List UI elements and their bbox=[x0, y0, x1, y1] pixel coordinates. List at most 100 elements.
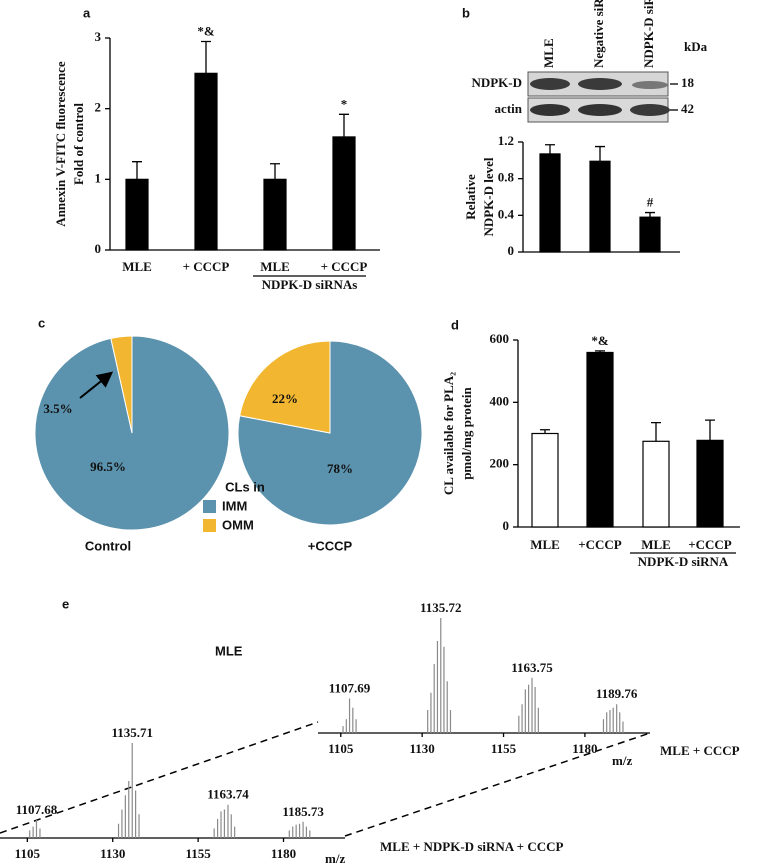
x-tick-label: +CCCP bbox=[688, 537, 732, 552]
significance: * bbox=[341, 96, 348, 111]
x-axis-label: m/z bbox=[612, 753, 632, 768]
x-tick-label: MLE bbox=[530, 537, 560, 552]
x-tick-label: 1180 bbox=[271, 846, 296, 861]
bar bbox=[194, 72, 218, 251]
y-axis-label: Fold of control bbox=[71, 103, 86, 185]
y-tick-label: 0 bbox=[95, 241, 102, 256]
significance: *& bbox=[591, 333, 609, 348]
error-bar bbox=[201, 40, 211, 74]
bar bbox=[332, 136, 356, 251]
error-bar bbox=[270, 163, 280, 180]
western-blot bbox=[527, 71, 670, 123]
x-tick-label: MLE bbox=[122, 259, 152, 274]
y-tick-label: 0.8 bbox=[498, 170, 515, 185]
error-bar bbox=[132, 161, 142, 180]
peak-label: 1107.69 bbox=[329, 680, 371, 695]
arrow bbox=[79, 371, 114, 399]
error-bar bbox=[645, 211, 655, 218]
pie-slice bbox=[237, 340, 423, 526]
y-axis-label: Annexin V-FITC fluorescence bbox=[53, 61, 68, 227]
panel-letter: e bbox=[62, 596, 69, 611]
blot-row-label: actin bbox=[495, 101, 523, 116]
x-tick-label: 1130 bbox=[100, 846, 125, 861]
error-bar bbox=[705, 419, 715, 441]
band bbox=[578, 78, 622, 90]
x-tick-label: 1105 bbox=[328, 741, 354, 756]
legend-label: OMM bbox=[222, 517, 254, 532]
legend-swatch bbox=[203, 519, 216, 532]
y-tick-label: 600 bbox=[490, 331, 510, 346]
x-axis-label: m/z bbox=[325, 851, 345, 866]
peak-label: 1135.72 bbox=[420, 600, 462, 615]
x-tick-label: MLE bbox=[260, 259, 290, 274]
panel-letter: c bbox=[38, 315, 45, 330]
x-tick-label: 1155 bbox=[491, 741, 517, 756]
panel-letter: d bbox=[451, 317, 459, 332]
connector bbox=[344, 732, 651, 837]
blot-row-label: NDPK-D bbox=[471, 75, 522, 90]
slice-label: 96.5% bbox=[90, 459, 126, 474]
x-tick-label: MLE bbox=[641, 537, 671, 552]
x-tick-label: 1105 bbox=[15, 846, 41, 861]
error-bar bbox=[339, 113, 349, 137]
y-tick-label: 0.4 bbox=[498, 206, 515, 221]
series-name: MLE + CCCP bbox=[660, 743, 740, 758]
group-label: NDPK-D siRNA bbox=[638, 554, 729, 569]
bar bbox=[589, 160, 611, 253]
band bbox=[632, 81, 668, 89]
error-bar bbox=[545, 144, 555, 154]
y-axis-label: Relative bbox=[463, 174, 478, 220]
x-tick-label: + CCCP bbox=[183, 259, 230, 274]
blot-kda: 18 bbox=[681, 75, 695, 90]
slice-label: 3.5% bbox=[43, 401, 72, 416]
band bbox=[578, 104, 622, 116]
error-bar bbox=[595, 145, 605, 162]
y-tick-label: 1.2 bbox=[498, 133, 514, 148]
significance: *& bbox=[197, 24, 215, 39]
error-bar bbox=[595, 350, 605, 353]
bar bbox=[531, 432, 559, 528]
x-tick-label: 1180 bbox=[572, 741, 597, 756]
x-tick-label: + CCCP bbox=[321, 259, 368, 274]
annotation: MLE bbox=[215, 643, 243, 658]
slice-label: 78% bbox=[327, 461, 353, 476]
band bbox=[630, 104, 670, 116]
peak-label: 1163.74 bbox=[207, 787, 249, 802]
bar bbox=[642, 440, 670, 528]
y-axis-label: pmol/mg protein bbox=[459, 386, 474, 479]
blot-unit: kDa bbox=[684, 39, 708, 54]
connector bbox=[0, 721, 319, 834]
pie-title: +CCCP bbox=[308, 538, 353, 553]
y-tick-label: 0 bbox=[508, 243, 515, 258]
significance: # bbox=[647, 195, 654, 210]
panel-letter: b bbox=[462, 5, 470, 20]
legend-swatch bbox=[203, 500, 216, 513]
pie-title: Control bbox=[85, 538, 131, 553]
x-tick-label: 1130 bbox=[410, 741, 435, 756]
pie-slice bbox=[239, 340, 331, 434]
lane-label: MLE bbox=[541, 38, 556, 68]
bar bbox=[539, 153, 561, 253]
panel-letter: a bbox=[83, 5, 91, 20]
band bbox=[530, 78, 570, 90]
slice-label: 22% bbox=[272, 391, 298, 406]
peak-label: 1163.75 bbox=[511, 660, 553, 675]
y-tick-label: 400 bbox=[490, 393, 510, 408]
peak-label: 1185.73 bbox=[282, 804, 324, 819]
x-tick-label: 1155 bbox=[185, 846, 211, 861]
legend-label: IMM bbox=[222, 498, 247, 513]
band bbox=[530, 104, 570, 116]
bar bbox=[696, 439, 724, 528]
error-bar bbox=[540, 429, 550, 434]
y-tick-label: 1 bbox=[95, 170, 102, 185]
group-label: NDPK-D siRNAs bbox=[262, 277, 358, 292]
lane-label: Negative siRNA bbox=[591, 0, 606, 68]
y-axis-label: NDPK-D level bbox=[481, 157, 496, 236]
error-bar bbox=[651, 421, 661, 442]
bar bbox=[263, 178, 287, 251]
x-tick-label: +CCCP bbox=[578, 537, 622, 552]
series-name: MLE + NDPK-D siRNA + CCCP bbox=[380, 839, 564, 854]
y-tick-label: 0 bbox=[503, 518, 510, 533]
y-tick-label: 2 bbox=[95, 100, 102, 115]
